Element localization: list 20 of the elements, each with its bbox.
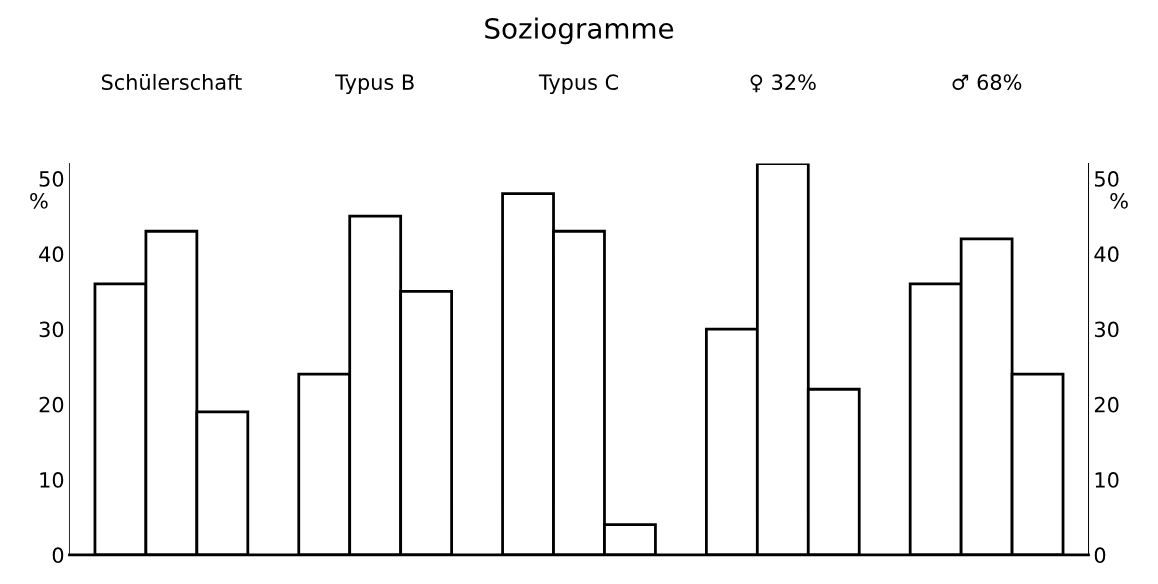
y2-tick-label: 0 bbox=[1094, 547, 1106, 564]
y-tick-label: 20 bbox=[39, 396, 64, 413]
x-tick-label: Typus C bbox=[538, 74, 618, 95]
y2-axis-title: % bbox=[1110, 192, 1128, 209]
x-tick-label: ♂ 68% bbox=[952, 74, 1022, 91]
y-tick-label: 10 bbox=[40, 472, 64, 488]
y2-tick-label: 40 bbox=[1094, 246, 1119, 263]
y-tick-label: 40 bbox=[39, 246, 64, 263]
x-tick-label: ♀ 32% bbox=[750, 74, 816, 93]
y2-tick-label: 50 bbox=[1094, 171, 1119, 187]
y-tick-label: 0 bbox=[52, 547, 64, 564]
x-tick-label: Schülerschaft bbox=[101, 73, 242, 91]
y-tick-label: 30 bbox=[39, 321, 64, 338]
chart-title: Soziogramme bbox=[485, 17, 674, 45]
y-axis-title: % bbox=[30, 192, 48, 209]
x-tick-label: Typus B bbox=[335, 74, 414, 95]
y2-tick-label: 30 bbox=[1094, 321, 1119, 338]
y2-tick-label: 20 bbox=[1094, 396, 1119, 413]
y-tick-label: 50 bbox=[39, 171, 64, 187]
y2-tick-label: 10 bbox=[1095, 472, 1119, 488]
